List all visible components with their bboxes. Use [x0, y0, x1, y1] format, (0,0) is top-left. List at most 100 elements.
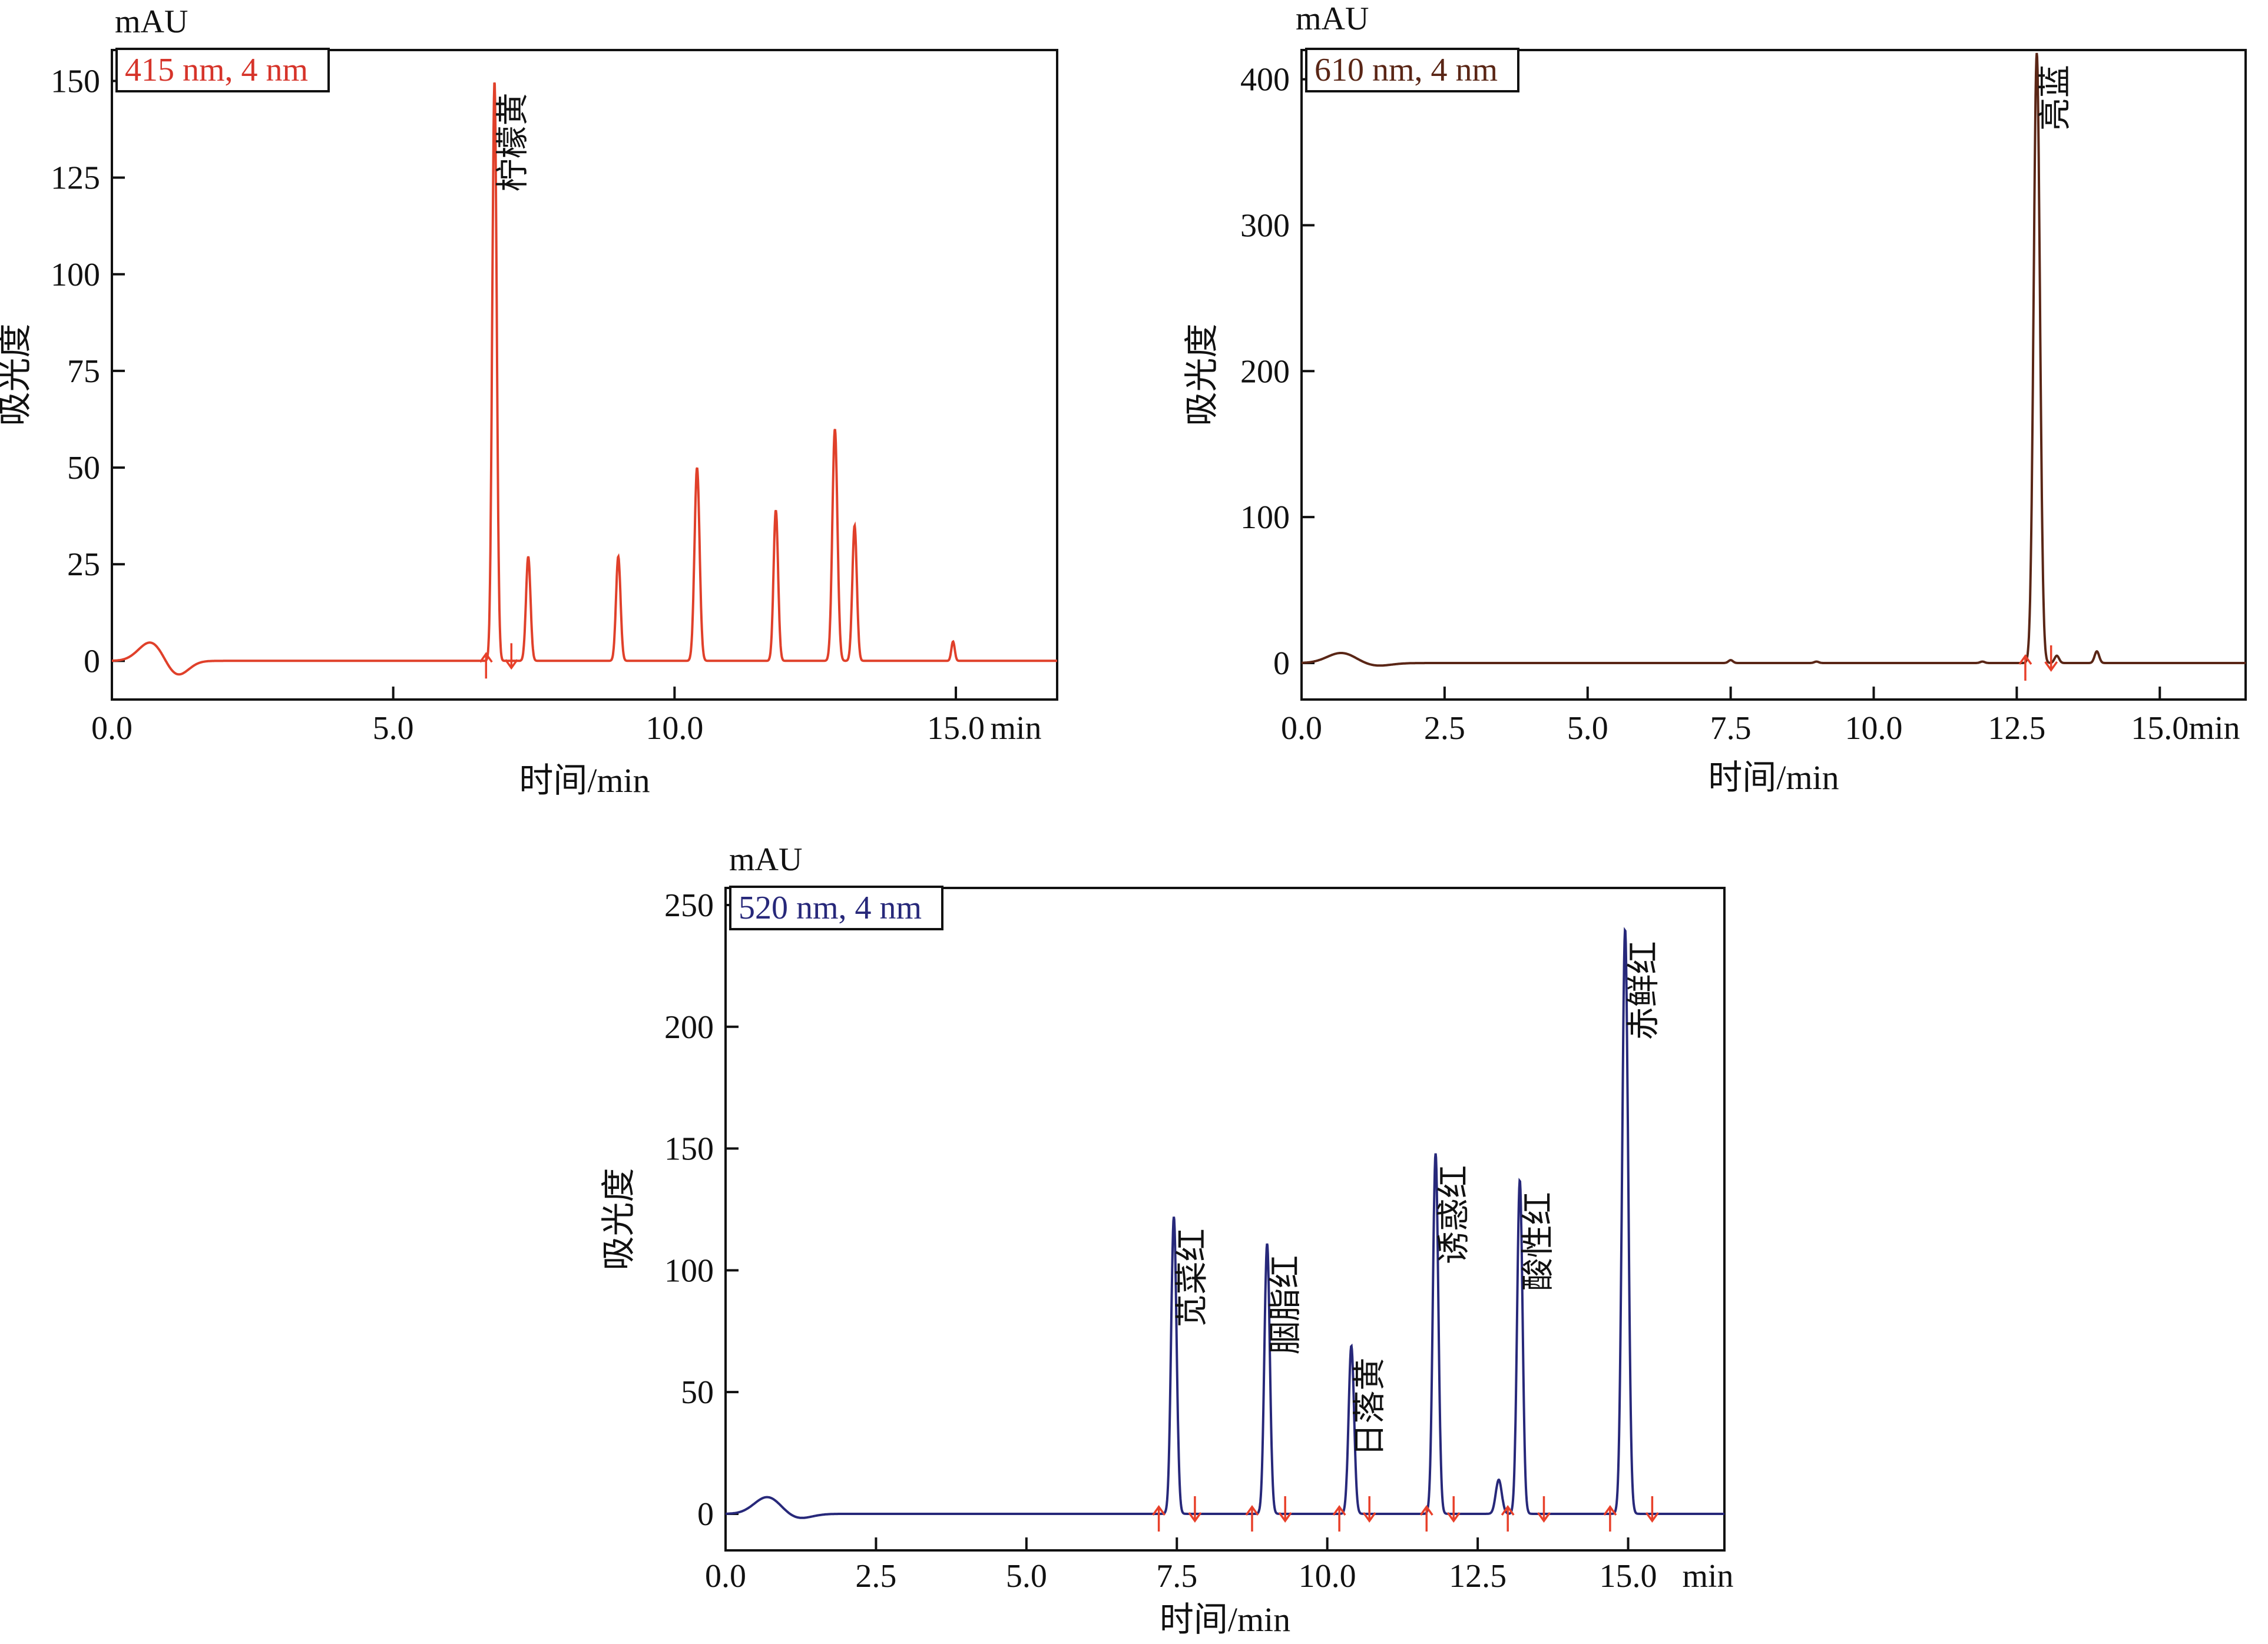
chart-panel-610nm: 0 100 200 300 400 0.0 2.5 5.0 7.5 10.0 12.5 15.0 mAU…: [1183, 1, 2247, 797]
x-tick-label: 15.0: [1600, 1558, 1657, 1595]
peak-label: 苋菜红: [1174, 1228, 1211, 1327]
legend: 415 nm, 4 nm: [115, 48, 330, 92]
x-unit-label: min: [1682, 1558, 1733, 1595]
marker-down-arrow: [2044, 645, 2058, 672]
marker-up-arrow: [1603, 1504, 1617, 1532]
x-tick-label: 7.5: [1156, 1558, 1197, 1595]
x-tick-label: 0.0: [1281, 710, 1322, 747]
y-tick-label: 0: [84, 643, 100, 680]
peak-label: 胭脂红: [1268, 1255, 1304, 1354]
x-axis-title: 时间/min: [1708, 758, 1839, 797]
y-tick-label: 400: [1240, 62, 1290, 98]
marker-down-arrow: [1362, 1496, 1376, 1523]
x-axis-title: 时间/min: [519, 761, 650, 800]
integration-marker: [2044, 645, 2058, 672]
peak-label: 亮蓝: [2037, 65, 2074, 131]
y-unit-label: mAU: [1296, 1, 1369, 37]
x-tick-label: 0.0: [705, 1558, 746, 1595]
integration-marker: [1419, 1504, 1433, 1532]
x-tick-label: 5.0: [1006, 1558, 1047, 1595]
x-tick-label: 5.0: [373, 710, 414, 747]
x-tick-label: 10.0: [645, 710, 703, 747]
integration-marker: [1188, 1496, 1202, 1523]
y-tick-label: 100: [664, 1252, 714, 1289]
legend-box: [115, 48, 330, 92]
y-tick-label: 300: [1240, 207, 1290, 244]
marker-up-arrow: [479, 652, 493, 679]
integration-marker: [1332, 1504, 1346, 1532]
y-tick-label: 0: [1273, 645, 1290, 682]
y-axis-title: 吸光度: [1183, 323, 1221, 426]
y-tick-label: 125: [51, 160, 100, 197]
y-unit-label: mAU: [729, 841, 802, 878]
marker-up-arrow: [1332, 1504, 1346, 1532]
peak-label: 日落黄: [1352, 1358, 1389, 1457]
peak-label: 赤鲜红: [1625, 941, 1662, 1040]
y-tick-label: 200: [664, 1009, 714, 1046]
chromatogram-trace: [1302, 52, 2246, 667]
y-tick-label: 250: [664, 887, 714, 924]
y-tick-label: 150: [51, 64, 100, 100]
integration-marker: [1245, 1504, 1259, 1532]
plot-frame: [1300, 49, 2247, 701]
y-tick-label: 100: [51, 257, 100, 293]
plot-frame: [724, 887, 1726, 1552]
chromatogram-trace: [726, 927, 1724, 1519]
legend-label: 610 nm, 4 nm: [1315, 52, 1498, 88]
x-tick-label: 10.0: [1299, 1558, 1356, 1595]
x-unit-label: min: [990, 710, 1041, 747]
integration-marker: [1278, 1496, 1292, 1523]
peak-label: 柠檬黄: [495, 93, 532, 192]
integration-marker: [2018, 654, 2032, 681]
marker-up-arrow: [1501, 1504, 1515, 1532]
marker-up-arrow: [1419, 1504, 1433, 1532]
integration-marker: [1537, 1496, 1551, 1523]
marker-down-arrow: [1278, 1496, 1292, 1523]
marker-down-arrow: [1188, 1496, 1202, 1523]
marker-down-arrow: [1446, 1496, 1461, 1523]
x-tick-label: 2.5: [1424, 710, 1465, 747]
legend: 520 nm, 4 nm: [729, 886, 943, 930]
y-tick-label: 50: [681, 1374, 714, 1411]
x-unit-label: min: [2188, 710, 2240, 747]
x-tick-label: 15.0: [927, 710, 985, 747]
integration-marker: [1501, 1504, 1515, 1532]
x-tick-label: 15.0: [2131, 710, 2188, 747]
x-axis-title: 时间/min: [1160, 1600, 1290, 1639]
chromatogram-trace: [112, 82, 1057, 676]
x-tick-label: 5.0: [1567, 710, 1608, 747]
y-tick-label: 0: [697, 1496, 714, 1533]
marker-down-arrow: [1645, 1496, 1659, 1523]
legend-box: [729, 886, 943, 930]
peak-label: 诱惑红: [1436, 1165, 1473, 1264]
y-tick-label: 75: [67, 353, 100, 390]
legend-label: 415 nm, 4 nm: [125, 52, 308, 88]
integration-marker: [1603, 1504, 1617, 1532]
x-tick-label: 12.5: [1449, 1558, 1507, 1595]
x-tick-label: 12.5: [1988, 710, 2045, 747]
peak-label: 酸性红: [1521, 1192, 1557, 1291]
chart-panel-415nm: 0 25 50 75 100 125 150 0.0 5.0 10.0 15.0 mAU min 时间/m…: [0, 4, 1058, 800]
y-tick-label: 150: [664, 1131, 714, 1168]
legend-label: 520 nm, 4 nm: [739, 890, 922, 926]
y-unit-label: mAU: [115, 4, 188, 40]
integration-marker: [504, 643, 518, 670]
legend: 610 nm, 4 nm: [1305, 48, 1519, 92]
integration-marker: [1362, 1496, 1376, 1523]
y-tick-label: 200: [1240, 353, 1290, 390]
y-tick-label: 25: [67, 546, 100, 583]
integration-marker: [1645, 1496, 1659, 1523]
x-tick-label: 7.5: [1710, 710, 1752, 747]
plot-frame: [111, 49, 1058, 701]
marker-down-arrow: [1537, 1496, 1551, 1523]
x-tick-label: 0.0: [91, 710, 133, 747]
y-tick-label: 50: [67, 450, 100, 486]
integration-marker: [1446, 1496, 1461, 1523]
integration-marker: [1152, 1504, 1166, 1532]
x-tick-label: 2.5: [855, 1558, 896, 1595]
marker-up-arrow: [2018, 654, 2032, 681]
marker-up-arrow: [1245, 1504, 1259, 1532]
y-axis-title: 吸光度: [600, 1168, 638, 1270]
marker-down-arrow: [504, 643, 518, 670]
